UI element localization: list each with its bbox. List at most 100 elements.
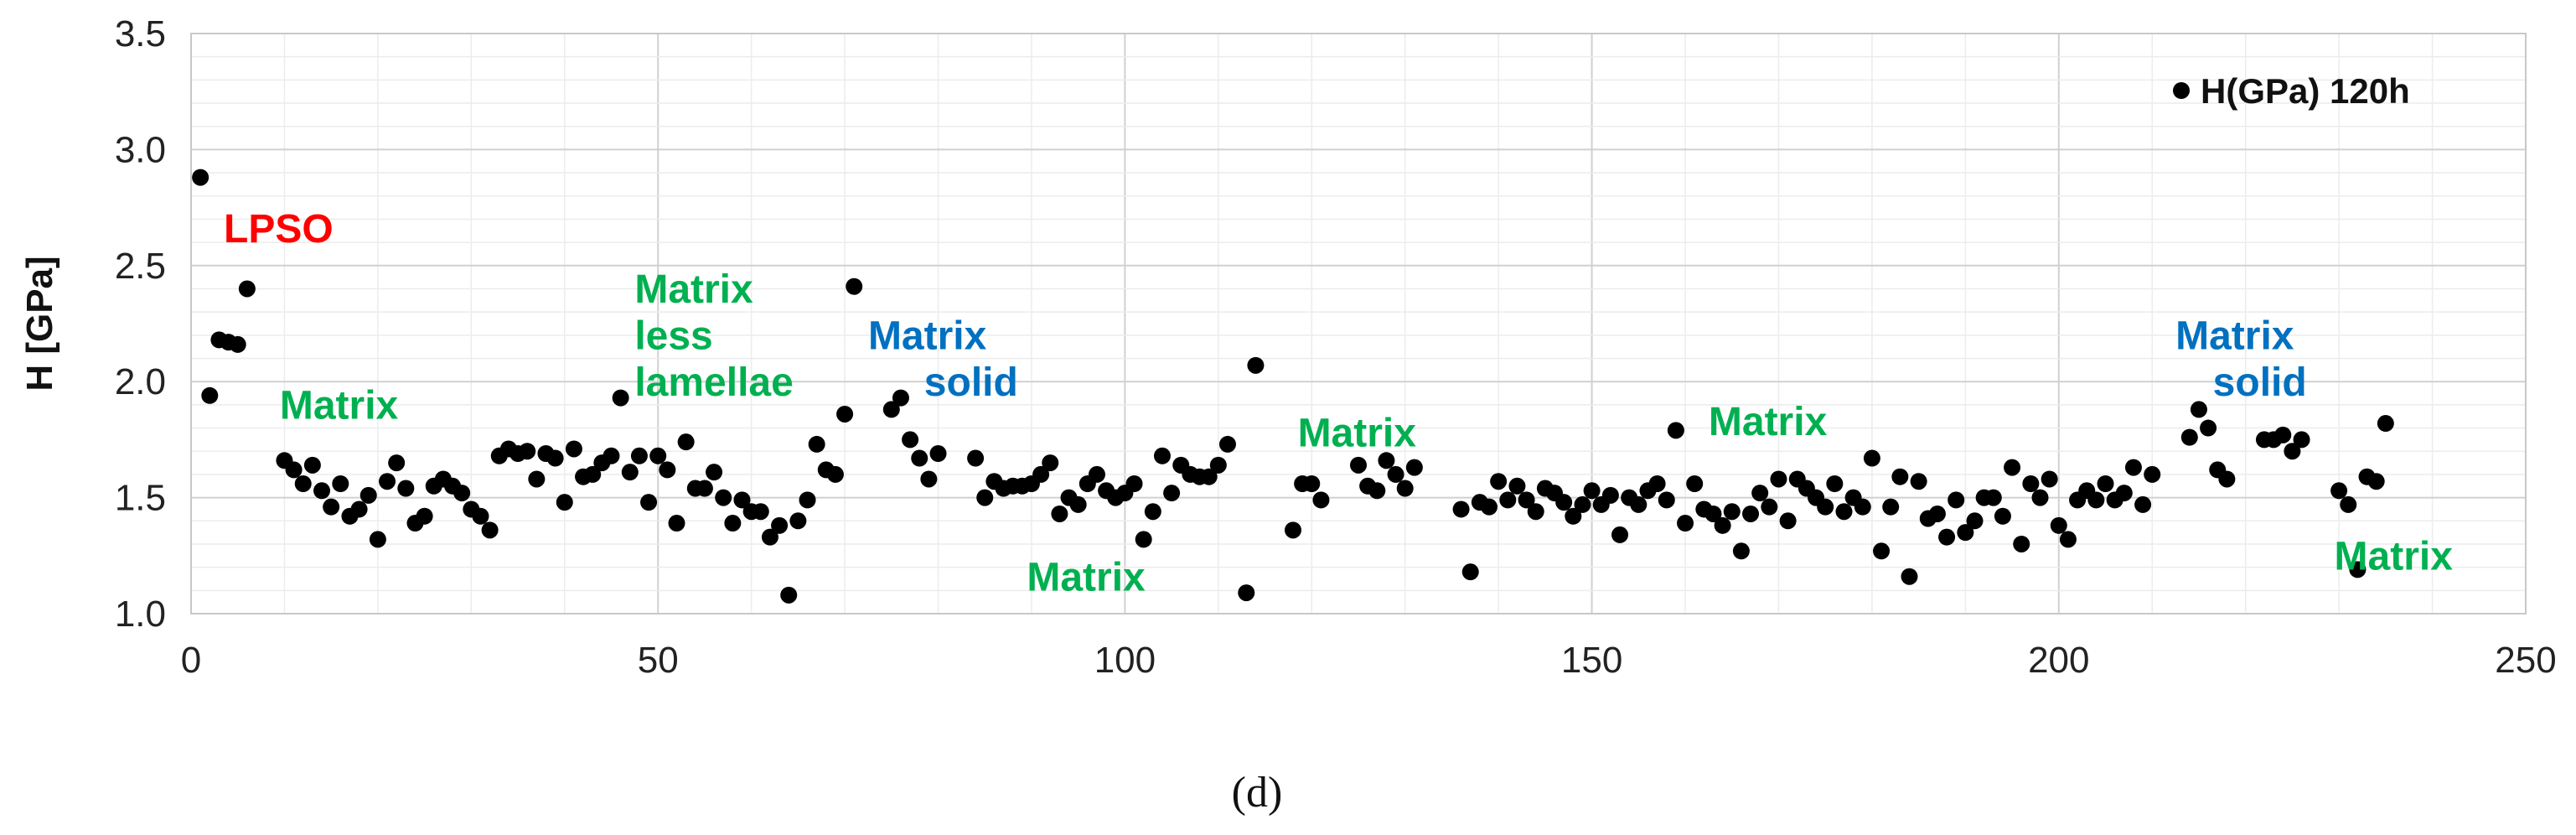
data-point	[1761, 498, 1778, 516]
data-point	[1042, 454, 1059, 472]
data-point	[2124, 459, 2142, 476]
data-point	[201, 386, 219, 404]
data-point	[369, 531, 386, 548]
data-point	[1368, 482, 1386, 500]
x-tick-label: 250	[2495, 640, 2556, 681]
data-point	[1863, 449, 1880, 467]
data-point	[640, 494, 658, 511]
data-point	[332, 475, 349, 492]
data-point	[1200, 468, 1218, 485]
data-points	[192, 169, 2394, 604]
data-point	[1312, 491, 1330, 509]
data-point	[1854, 498, 1871, 516]
grid-lines	[190, 33, 2527, 615]
annotations: LPSOMatrixMatrixlesslamellaeMatrixsolidM…	[224, 207, 2453, 599]
data-point	[1948, 491, 1965, 509]
data-point	[1994, 507, 2011, 525]
data-point	[2274, 426, 2292, 443]
data-point	[1088, 465, 1105, 483]
data-point	[229, 335, 246, 353]
annotation-label: LPSO	[224, 207, 334, 252]
annotation-label: Matrix	[280, 383, 399, 428]
data-point	[1405, 459, 1423, 476]
data-point	[2190, 401, 2207, 418]
data-point	[1984, 489, 2002, 506]
y-tick-label: 3.5	[115, 13, 166, 54]
data-point	[1350, 456, 1367, 474]
y-tick-labels: 1.0 1.5 2.0 2.5 3.0 3.5	[115, 13, 166, 635]
data-point	[1284, 521, 1301, 539]
data-point	[799, 491, 816, 509]
data-point	[706, 464, 723, 481]
annotation-label: Matrix	[868, 314, 987, 358]
data-point	[649, 447, 667, 464]
data-point	[846, 277, 863, 295]
data-point	[2340, 495, 2357, 513]
data-point	[1238, 584, 1255, 602]
x-tick-label: 100	[1094, 640, 1156, 681]
data-point	[761, 528, 778, 546]
data-point	[1938, 528, 1956, 546]
data-point	[303, 456, 321, 474]
data-point	[2031, 489, 2049, 506]
data-point	[1481, 498, 1498, 516]
data-point	[2022, 475, 2040, 492]
data-point	[2284, 443, 2301, 460]
data-point	[976, 489, 994, 506]
data-point	[2097, 475, 2114, 492]
data-point	[1144, 503, 1161, 521]
data-point	[519, 443, 536, 460]
data-point	[1387, 465, 1404, 483]
data-point	[780, 586, 798, 604]
data-point	[808, 435, 825, 453]
legend: H(GPa) 120h	[2173, 71, 2410, 111]
data-point	[1218, 435, 1236, 453]
data-point	[2087, 491, 2105, 509]
data-point	[630, 447, 648, 464]
data-point	[1732, 542, 1750, 560]
data-point	[724, 515, 742, 532]
data-point	[1396, 480, 1414, 497]
data-point	[1910, 473, 1927, 490]
data-point	[1378, 452, 1395, 469]
data-point	[1658, 491, 1675, 509]
x-tick-label: 150	[1561, 640, 1622, 681]
data-point	[472, 507, 489, 525]
plot-frame	[190, 33, 2527, 615]
data-point	[1957, 524, 1974, 542]
data-point	[1826, 475, 1844, 492]
annotation-label: Matrix	[1027, 555, 1146, 599]
data-point	[2180, 428, 2198, 446]
annotation-label: Matrix	[634, 267, 753, 312]
data-point	[2059, 531, 2077, 548]
data-point	[902, 431, 919, 449]
data-point	[350, 500, 368, 518]
data-point	[789, 512, 807, 530]
data-point	[1461, 563, 1479, 581]
data-point	[546, 449, 564, 467]
data-point	[2134, 495, 2152, 513]
legend-label: H(GPa) 120h	[2201, 71, 2410, 111]
data-point	[2013, 535, 2030, 552]
annotation-label: less	[634, 314, 712, 358]
data-point	[715, 489, 732, 506]
data-point	[2349, 561, 2367, 578]
data-point	[323, 498, 340, 516]
data-point	[1704, 505, 1722, 522]
data-point	[1601, 486, 1619, 504]
data-point	[1303, 475, 1321, 492]
data-point	[1742, 505, 1760, 522]
data-point	[2041, 470, 2058, 488]
data-point	[1966, 512, 1984, 530]
data-point	[1611, 526, 1629, 543]
data-point	[2377, 415, 2394, 433]
data-point	[1751, 485, 1769, 502]
data-point	[313, 482, 331, 500]
x-tick-label: 0	[181, 640, 201, 681]
annotation-label: Matrix	[1709, 400, 1828, 444]
x-tick-label: 50	[638, 640, 679, 681]
data-point	[826, 465, 844, 483]
data-point	[1518, 491, 1535, 509]
data-point	[1873, 542, 1891, 560]
data-point	[397, 480, 415, 497]
